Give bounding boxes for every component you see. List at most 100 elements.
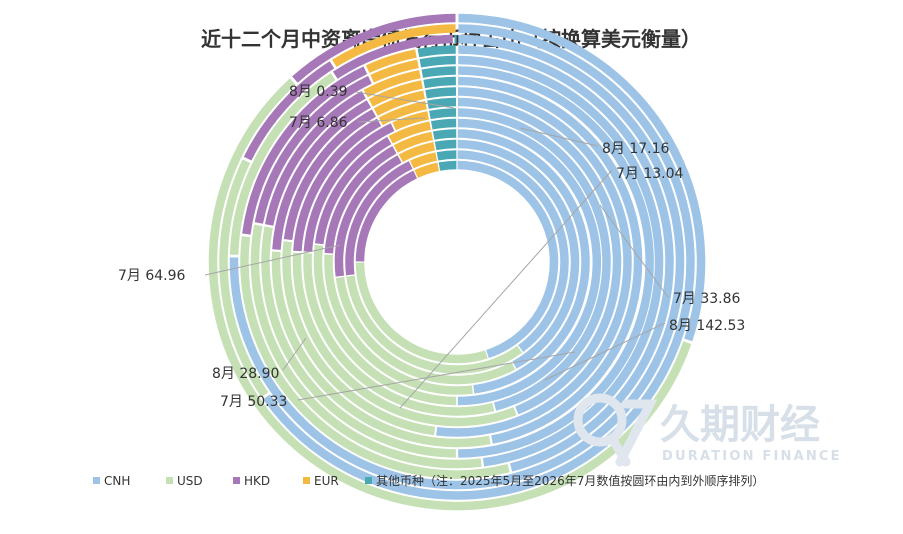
slice-10-5 (421, 66, 456, 78)
slice-3-2 (335, 276, 516, 385)
slice-2-5 (436, 150, 457, 161)
ring-2 (345, 150, 569, 374)
slice-4-5 (432, 129, 457, 140)
legend-swatch-2 (166, 477, 173, 484)
slice-14-3 (243, 61, 335, 161)
slice-14-2 (219, 159, 269, 398)
slice-7-5 (427, 97, 457, 109)
slice-13-2 (229, 73, 336, 255)
slice-4-3 (324, 146, 397, 254)
watermark: 久期财经 DURATION FINANCE (573, 393, 842, 467)
slice-11-2 (250, 224, 482, 469)
slice-4-4 (393, 131, 434, 153)
ring-15 (208, 13, 706, 511)
ring-7 (292, 97, 622, 427)
slice-6-3 (303, 123, 395, 253)
slice-8-3 (283, 109, 377, 241)
slice-3-4 (398, 142, 436, 163)
leader-line-a2 (357, 117, 426, 123)
slice-7-1 (457, 97, 622, 415)
slice-14-4 (332, 24, 456, 67)
ring-9 (271, 76, 643, 448)
slice-12-1 (458, 45, 674, 472)
slice-10-1 (458, 66, 654, 458)
watermark-brand-en: DURATION FINANCE (662, 449, 842, 464)
ring-13 (229, 34, 685, 490)
slice-5-5 (430, 118, 457, 130)
slice-9-1 (458, 76, 643, 444)
data-label-a7: 8月 142.53 (669, 318, 745, 334)
ring-14 (219, 24, 695, 500)
slice-15-2 (208, 78, 692, 511)
slice-12-3 (242, 66, 368, 235)
slice-5-3 (314, 136, 392, 245)
slice-8-1 (436, 87, 632, 437)
slice-7-3 (293, 118, 382, 252)
slice-6-5 (429, 108, 457, 120)
slice-2-2 (346, 275, 523, 374)
leader-line-a8 (282, 337, 307, 371)
slice-3-1 (457, 139, 580, 369)
annotation-leader-lines (204, 91, 669, 409)
slice-2-4 (410, 152, 438, 169)
legend-swatch-3 (233, 477, 240, 484)
data-label-a3: 8月 17.16 (602, 141, 670, 157)
slice-6-2 (303, 253, 495, 416)
data-label-a2: 7月 6.86 (289, 115, 348, 131)
slice-3-3 (334, 155, 402, 277)
legend: CNH USD HKD EUR 其他币种（注：2025年5月至2026年7月数值按圆环由… (93, 473, 764, 488)
slice-13-1 (229, 34, 685, 490)
data-label-a6: 7月 33.86 (673, 291, 741, 307)
leader-line-a4 (399, 169, 613, 409)
slice-9-2 (271, 251, 491, 448)
slice-11-4 (370, 59, 419, 83)
ring-12 (240, 45, 674, 479)
slice-11-3 (254, 75, 372, 224)
data-label-a4: 7月 13.04 (616, 166, 684, 182)
slice-13-3 (332, 34, 453, 79)
slice-10-3 (264, 91, 366, 226)
watermark-brand: 久期财经 (660, 402, 820, 448)
slice-9-3 (272, 100, 371, 250)
ring-11 (250, 55, 664, 469)
data-label-a9: 7月 50.33 (220, 394, 287, 410)
leader-line-a9 (297, 351, 576, 401)
doughnut-rings (208, 13, 706, 511)
annotation-labels: 8月 0.39 7月 6.86 8月 17.16 7月 13.04 7月 64.96 7月… (118, 84, 745, 410)
slice-9-4 (368, 80, 423, 107)
slice-15-3 (292, 13, 456, 83)
slice-11-5 (419, 55, 456, 68)
slice-12-4 (365, 49, 417, 74)
legend-label-3: HKD (244, 474, 270, 488)
slice-1-5 (438, 160, 457, 171)
ring-10 (261, 66, 654, 458)
legend-swatch-4 (303, 477, 310, 484)
data-label-a8: 8月 28.90 (212, 366, 279, 382)
slice-3-5 (434, 139, 457, 151)
slice-14-1 (262, 24, 695, 500)
slice-12-2 (240, 236, 510, 479)
slice-1-3 (355, 170, 418, 262)
slice-4-2 (324, 254, 473, 395)
ring-3 (334, 139, 580, 385)
slice-1-1 (457, 160, 559, 359)
slice-15-1 (458, 13, 706, 342)
slice-5-2 (313, 244, 457, 406)
ring-4 (324, 129, 590, 395)
legend-label-5: 其他币种（注：2025年5月至2026年7月数值按圆环由内到外顺序排列） (376, 473, 764, 488)
slice-2-3 (345, 161, 413, 276)
slice-4-1 (457, 129, 590, 394)
legend-label-1: CNH (104, 474, 130, 488)
slice-10-2 (261, 226, 456, 458)
leader-line-a3 (519, 127, 599, 147)
leader-line-a6 (599, 204, 669, 298)
slice-8-5 (425, 87, 457, 99)
legend-label-2: USD (177, 474, 203, 488)
data-label-a1: 8月 0.39 (289, 84, 348, 100)
slice-12-5 (417, 45, 456, 58)
slice-11-1 (458, 55, 664, 467)
slice-10-4 (363, 69, 421, 98)
slice-5-4 (388, 121, 432, 144)
slice-8-4 (373, 90, 425, 116)
